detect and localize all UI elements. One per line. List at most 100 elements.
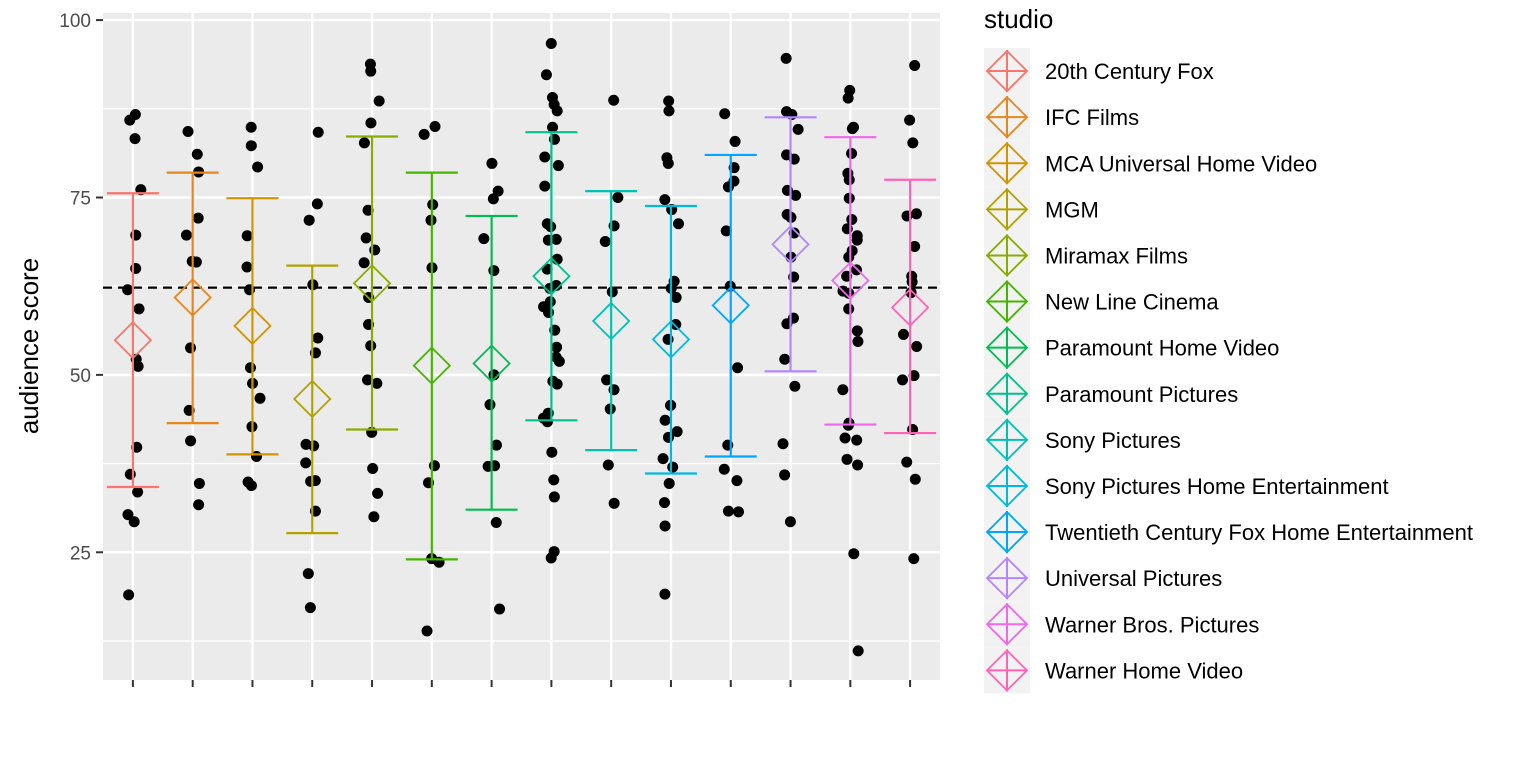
- legend-key-diamond: [985, 418, 1029, 462]
- data-point: [777, 438, 789, 450]
- data-point: [254, 392, 266, 404]
- data-point: [132, 486, 144, 498]
- data-point: [418, 128, 430, 140]
- data-point: [552, 160, 564, 172]
- data-point: [486, 157, 498, 169]
- legend-item: Sony Pictures: [984, 416, 1181, 463]
- data-point: [722, 181, 734, 193]
- error-bar-group: [465, 214, 518, 511]
- data-point: [659, 194, 671, 206]
- legend-title: studio: [984, 4, 1053, 34]
- data-point: [843, 251, 855, 263]
- data-point: [906, 276, 918, 288]
- data-point: [852, 459, 864, 471]
- data-point: [851, 434, 863, 446]
- data-point: [122, 509, 134, 521]
- legend-key-diamond: [985, 602, 1029, 646]
- mean-diamond: [472, 344, 511, 383]
- data-point: [304, 602, 316, 614]
- y-axis-title: audience score: [14, 258, 44, 434]
- data-point: [612, 191, 624, 203]
- data-point: [300, 457, 312, 469]
- data-point: [369, 244, 381, 256]
- data-point: [241, 261, 253, 273]
- data-point: [490, 516, 502, 528]
- mean-diamond: [771, 225, 810, 264]
- data-point: [488, 265, 500, 277]
- data-point: [133, 303, 145, 315]
- data-point: [846, 147, 858, 159]
- data-point: [909, 60, 921, 72]
- data-point: [545, 552, 557, 564]
- legend-key-diamond: [985, 49, 1029, 93]
- data-point: [182, 125, 194, 137]
- data-point: [368, 511, 380, 523]
- legend-item: 20th Century Fox: [984, 48, 1214, 95]
- data-point: [720, 225, 732, 237]
- mean-diamond: [352, 264, 392, 303]
- error-bar-group: [824, 136, 877, 426]
- data-point: [548, 491, 560, 503]
- legend-key-diamond: [985, 188, 1029, 231]
- legend-item: New Line Cinema: [984, 278, 1219, 325]
- data-point: [547, 121, 559, 133]
- data-point: [244, 362, 256, 374]
- data-point: [722, 505, 734, 517]
- legend-item: Sony Pictures Home Entertainment: [984, 462, 1389, 509]
- data-point: [601, 374, 613, 386]
- error-bar-group: [106, 192, 159, 489]
- data-point: [428, 460, 440, 472]
- data-point: [548, 474, 560, 486]
- legend: studio 20th Century Fox IFC Films MCA Univ…: [984, 4, 1473, 694]
- data-point: [789, 380, 801, 392]
- data-point: [780, 52, 792, 64]
- data-point: [659, 497, 671, 509]
- error-bar-group: [346, 135, 399, 431]
- data-point: [606, 286, 618, 298]
- data-point: [362, 374, 374, 386]
- data-point: [302, 568, 314, 580]
- legend-label: Paramount Pictures: [1045, 382, 1238, 407]
- data-point: [659, 520, 671, 532]
- data-point: [599, 235, 611, 247]
- data-point: [843, 287, 855, 299]
- legend-key-diamond: [985, 372, 1029, 416]
- data-point: [193, 499, 205, 511]
- legend-items: 20th Century Fox IFC Films MCA Universal H…: [984, 48, 1473, 694]
- error-bar-group: [525, 131, 578, 422]
- data-point: [308, 440, 320, 452]
- legend-key-diamond: [985, 556, 1029, 600]
- data-point: [839, 432, 851, 444]
- data-point: [122, 284, 134, 296]
- legend-key-diamond: [985, 280, 1029, 323]
- data-point: [908, 370, 920, 382]
- legend-key-diamond: [985, 510, 1029, 554]
- mean-diamond: [173, 278, 212, 317]
- data-point: [842, 92, 854, 104]
- legend-item: Twentieth Century Fox Home Entertainment: [984, 509, 1473, 556]
- data-point: [123, 589, 135, 601]
- legend-item: MCA Universal Home Video: [984, 140, 1317, 187]
- legend-label: Universal Pictures: [1045, 566, 1222, 591]
- data-point: [191, 148, 203, 160]
- legend-item: Miramax Films: [984, 232, 1188, 279]
- data-point: [545, 38, 557, 50]
- data-point: [908, 553, 920, 565]
- data-point: [792, 123, 804, 135]
- data-point: [608, 94, 620, 106]
- data-point: [659, 414, 671, 426]
- mean-diamond: [412, 346, 452, 385]
- legend-label: Sony Pictures: [1045, 428, 1181, 453]
- data-point: [245, 140, 257, 152]
- data-point: [662, 157, 674, 169]
- data-point: [851, 325, 863, 337]
- data-point: [484, 399, 496, 411]
- legend-key-diamond: [985, 464, 1029, 508]
- data-point: [657, 453, 669, 465]
- data-point: [729, 135, 741, 147]
- data-points: [122, 38, 923, 657]
- data-point: [132, 360, 144, 372]
- data-point: [128, 516, 140, 528]
- data-point: [672, 218, 684, 230]
